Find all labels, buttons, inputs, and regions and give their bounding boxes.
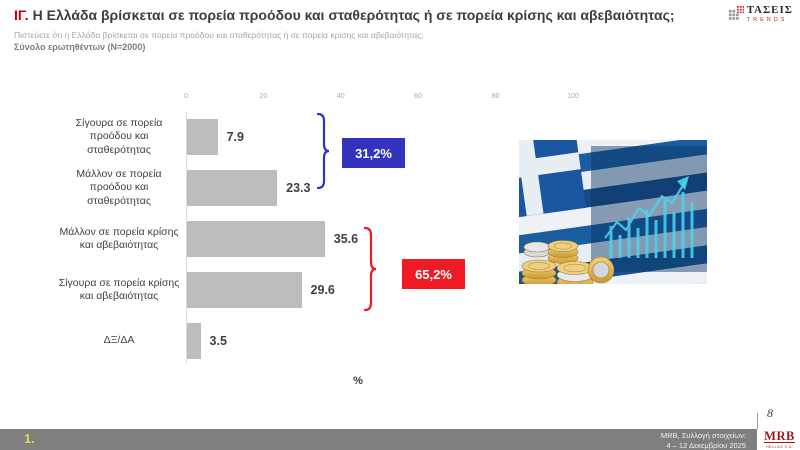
bar — [187, 221, 325, 257]
category-label: Μάλλον σε πορεία κρίσης και αβεβαιότητας — [59, 225, 179, 251]
greek-flag-coins-photo — [519, 140, 707, 284]
mrb-logo-name: MRB — [764, 429, 795, 443]
x-axis-tick: 80 — [491, 93, 500, 100]
question-title: Η Ελλάδα βρίσκεται σε πορεία προόδου και… — [32, 7, 675, 23]
x-axis-tick: 60 — [414, 93, 423, 100]
bar — [187, 119, 218, 155]
sample-note: Σύνολο ερωτηθέντων (Ν=2000) — [14, 42, 146, 52]
mrb-logo: MRB HELLAS S.A. — [759, 429, 800, 450]
question-number: ΙΓ. — [14, 7, 29, 23]
bar — [187, 323, 201, 359]
page-title: ΙΓ. Η Ελλάδα βρίσκεται σε πορεία προόδου … — [14, 7, 675, 23]
taseis-logo: ΤΑΣΕΙΣ TRENDS — [727, 5, 793, 24]
x-axis-tick: 20 — [259, 93, 268, 100]
crisis-group-brace — [363, 226, 377, 312]
bar-value-label: 3.5 — [209, 334, 227, 348]
category-label: ΔΞ/ΔΑ — [103, 334, 135, 347]
taseis-logo-sub: TRENDS — [746, 17, 788, 23]
x-axis-label: % — [353, 375, 363, 387]
bar-value-label: 35.6 — [333, 232, 359, 246]
progress-group-brace — [316, 112, 330, 190]
question-subtitle: Πιστεύετε ότι η Ελλάδα βρίσκεται σε πορε… — [14, 30, 424, 40]
taseis-logo-name: ΤΑΣΕΙΣ — [746, 4, 793, 16]
slide-number: 1. — [24, 431, 35, 446]
bar-value-label: 29.6 — [310, 283, 335, 297]
crisis-total-badge: 65,2% — [402, 259, 465, 289]
bar — [187, 170, 278, 206]
bar — [187, 272, 302, 308]
x-axis-tick: 0 — [184, 93, 188, 100]
progress-total-badge: 31,2% — [342, 138, 405, 168]
x-axis-tick: 40 — [336, 93, 345, 100]
grid-squares-icon — [727, 5, 744, 20]
page-number: 8 — [767, 406, 773, 420]
source-line-1: MRB, Συλλογή στοιχείων: — [660, 431, 746, 440]
source-line-2: 4 – 12 Δεκεμβρίου 2025 — [666, 440, 746, 450]
x-axis-tick: 100 — [567, 93, 579, 100]
bar-value-label: 7.9 — [226, 130, 244, 144]
category-label: Σίγουρα σε πορεία κρίσης και αβεβαιότητα… — [58, 276, 180, 302]
y-axis-line — [186, 111, 187, 364]
footer-bar: 1. MRB, Συλλογή στοιχείων: 4 – 12 Δεκεμβ… — [0, 429, 757, 450]
taseis-logo-text: ΤΑΣΕΙΣ TRENDS — [747, 5, 793, 24]
category-label: Μάλλον σε πορεία προόδου και σταθερότητα… — [76, 167, 162, 207]
bar-value-label: 23.3 — [286, 181, 311, 195]
source-note: MRB, Συλλογή στοιχείων: 4 – 12 Δεκεμβρίο… — [661, 431, 746, 450]
category-label: Σίγουρα σε πορεία προόδου και σταθερότητ… — [75, 116, 163, 156]
mrb-logo-divider — [757, 413, 758, 429]
mrb-logo-sub: HELLAS S.A. — [765, 444, 794, 449]
